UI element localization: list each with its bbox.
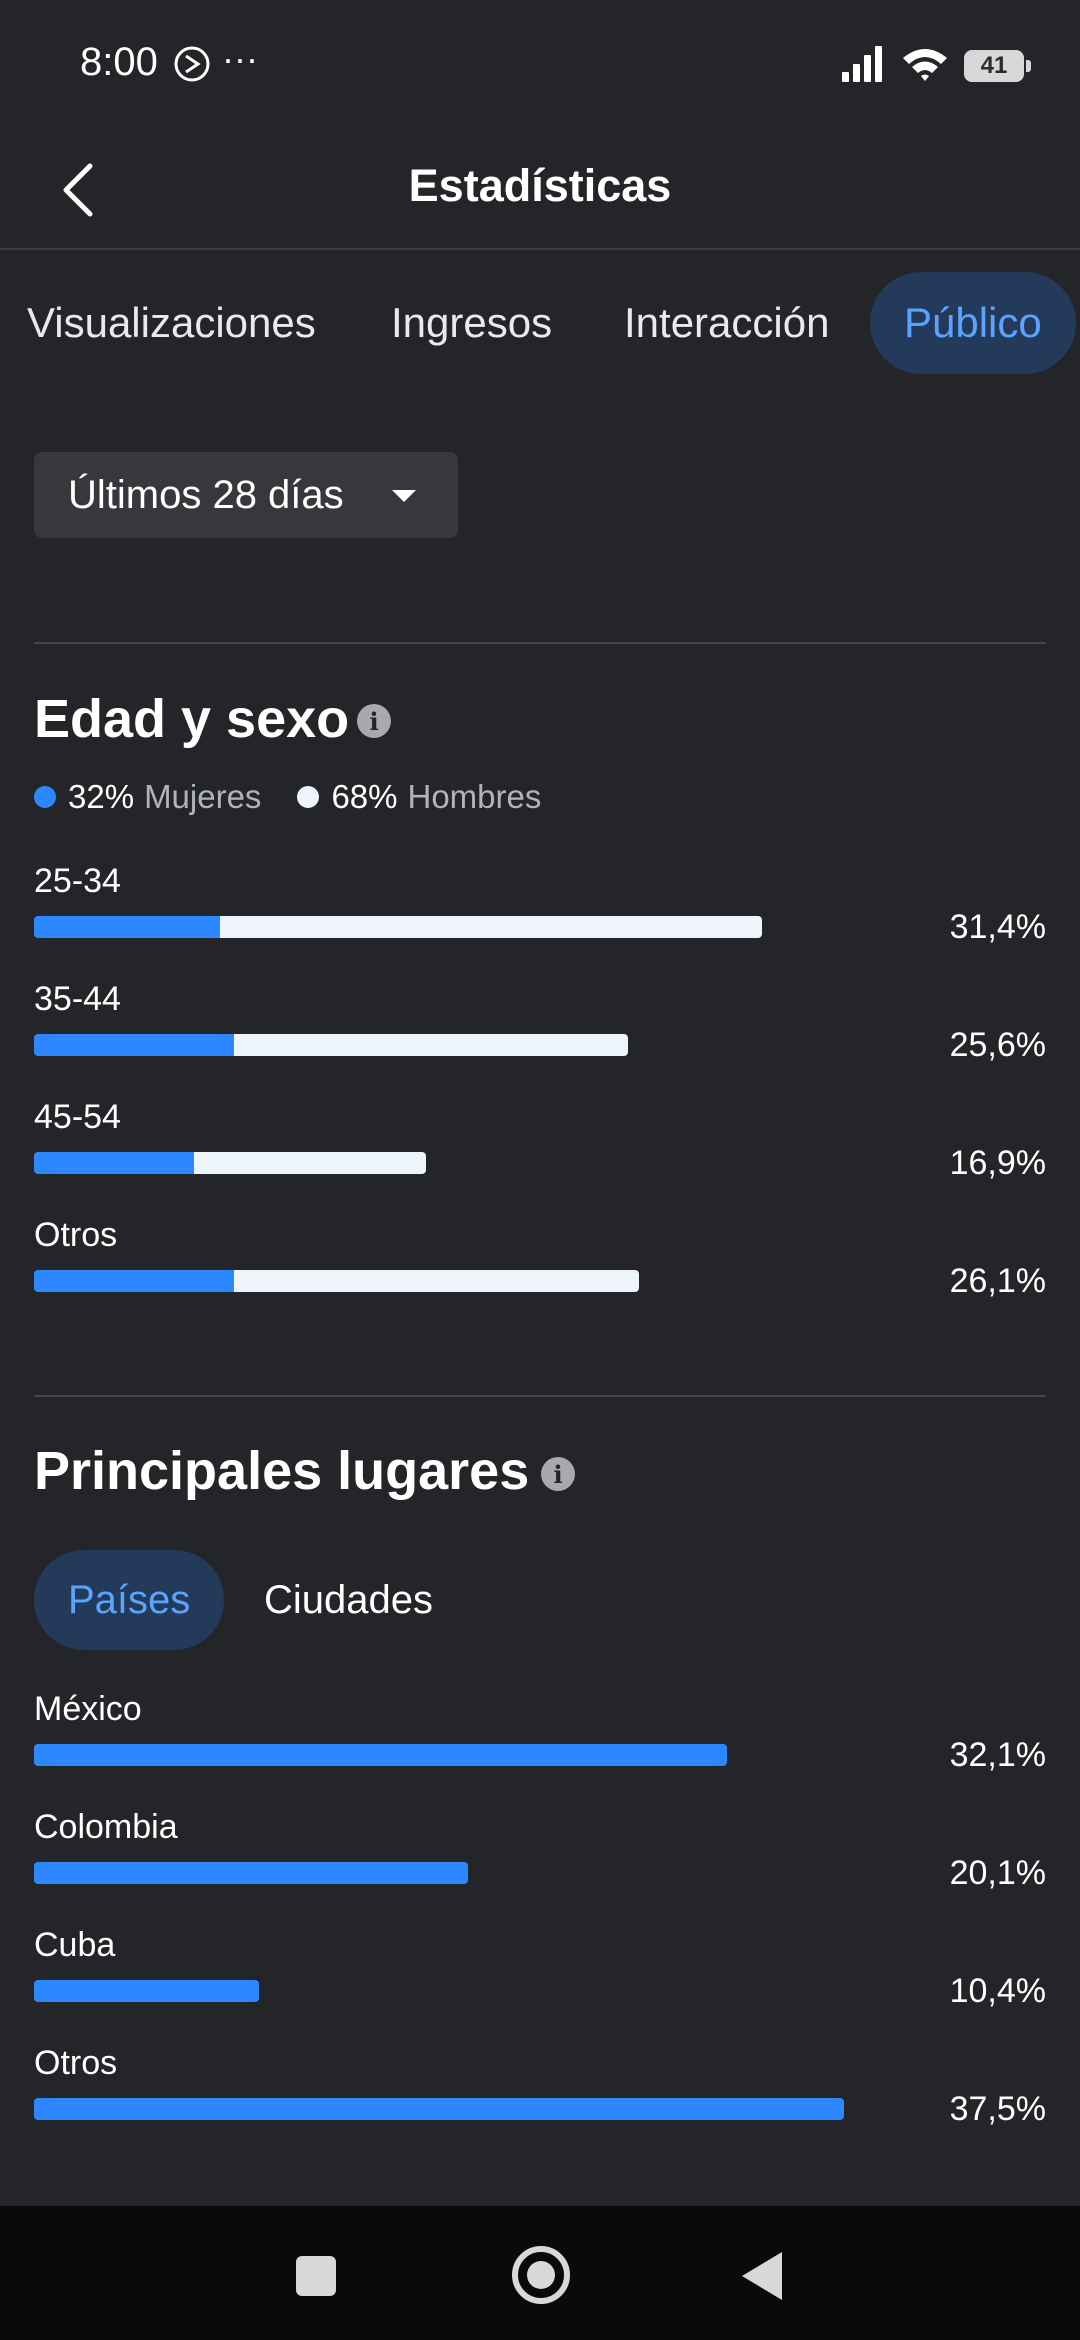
age-row-value: 31,4% — [949, 908, 1046, 946]
place-bar-colombia — [34, 1862, 468, 1884]
place-row-label: Cuba — [34, 1926, 116, 1964]
back-button[interactable] — [40, 152, 116, 228]
age-bar-women-segment — [34, 1152, 194, 1174]
tab-bar: Visualizaciones Ingresos Interacción Púb… — [0, 272, 1080, 376]
age-bar-25-34 — [34, 916, 762, 938]
age-row-label: Otros — [34, 1216, 118, 1254]
tab-publico[interactable]: Público — [870, 272, 1076, 374]
age-row-value: 26,1% — [949, 1262, 1046, 1300]
place-bar-fill — [34, 2098, 844, 2120]
recents-button[interactable] — [296, 2256, 336, 2296]
system-nav-bar — [0, 2206, 1080, 2340]
women-pct: 32% — [68, 778, 135, 815]
women-legend-dot — [34, 786, 56, 808]
place-row-value: 32,1% — [949, 1736, 1046, 1774]
divider — [34, 642, 1046, 644]
home-button[interactable] — [512, 2246, 570, 2304]
age-row-value: 25,6% — [949, 1026, 1046, 1064]
place-row-label: Otros — [34, 2044, 118, 2082]
battery-icon: 41 — [964, 50, 1031, 82]
men-pct: 68% — [331, 778, 398, 815]
age-bar-women-segment — [34, 916, 220, 938]
wifi-icon — [900, 44, 950, 89]
place-row-label: Colombia — [34, 1808, 178, 1846]
status-time: 8:00 — [80, 40, 158, 84]
app-header: Estadísticas — [0, 130, 1080, 250]
tab-visualizaciones[interactable]: Visualizaciones — [27, 299, 316, 346]
age-gender-info-icon[interactable]: i — [357, 704, 391, 738]
age-bar-45-54 — [34, 1152, 426, 1174]
age-bar-men-segment — [234, 1270, 639, 1292]
men-legend-dot — [297, 786, 320, 808]
place-bar-fill — [34, 1744, 727, 1766]
caret-down-icon — [392, 490, 416, 502]
gender-legend: 32% Mujeres 68% Hombres — [34, 778, 577, 816]
place-bar-cuba — [34, 1980, 259, 2002]
subtab-ciudades[interactable]: Ciudades — [264, 1577, 434, 1622]
age-gender-title: Edad y sexo — [34, 689, 350, 749]
date-range-dropdown[interactable]: Últimos 28 días — [34, 452, 458, 538]
places-title: Principales lugares — [34, 1441, 530, 1501]
age-bar-women-segment — [34, 1034, 234, 1056]
place-row-value: 20,1% — [949, 1854, 1046, 1892]
chevron-left-icon — [63, 163, 93, 217]
page-title: Estadísticas — [408, 160, 672, 211]
place-bar-otros — [34, 2098, 844, 2120]
age-bar-men-segment — [194, 1152, 426, 1174]
status-bar: 8:00 ··· — [0, 0, 1080, 130]
tab-interaccion[interactable]: Interacción — [624, 299, 830, 346]
system-back-button[interactable] — [742, 2252, 782, 2300]
battery-level: 41 — [980, 52, 1008, 79]
places-info-icon[interactable]: i — [541, 1457, 575, 1491]
age-row-label: 25-34 — [34, 862, 121, 900]
data-saver-icon — [172, 44, 212, 89]
age-row-label: 35-44 — [34, 980, 121, 1018]
more-notifications-icon: ··· — [222, 38, 258, 79]
place-bar-fill — [34, 1862, 468, 1884]
age-bar-women-segment — [34, 1270, 234, 1292]
date-range-label: Últimos 28 días — [68, 472, 344, 517]
place-bar-mexico — [34, 1744, 727, 1766]
age-bar-otros — [34, 1270, 639, 1292]
men-label: Hombres — [407, 778, 542, 815]
divider — [34, 1395, 1046, 1397]
age-row-label: 45-54 — [34, 1098, 121, 1136]
place-bar-fill — [34, 1980, 259, 2002]
place-row-value: 37,5% — [949, 2090, 1046, 2128]
age-bar-men-segment — [220, 916, 762, 938]
age-row-value: 16,9% — [949, 1144, 1046, 1182]
age-bar-men-segment — [234, 1034, 628, 1056]
place-row-label: México — [34, 1690, 142, 1728]
women-label: Mujeres — [144, 778, 262, 815]
signal-icon — [840, 44, 886, 89]
tab-ingresos[interactable]: Ingresos — [391, 299, 553, 346]
subtab-paises[interactable]: Países — [34, 1550, 225, 1650]
place-row-value: 10,4% — [949, 1972, 1046, 2010]
age-bar-35-44 — [34, 1034, 628, 1056]
